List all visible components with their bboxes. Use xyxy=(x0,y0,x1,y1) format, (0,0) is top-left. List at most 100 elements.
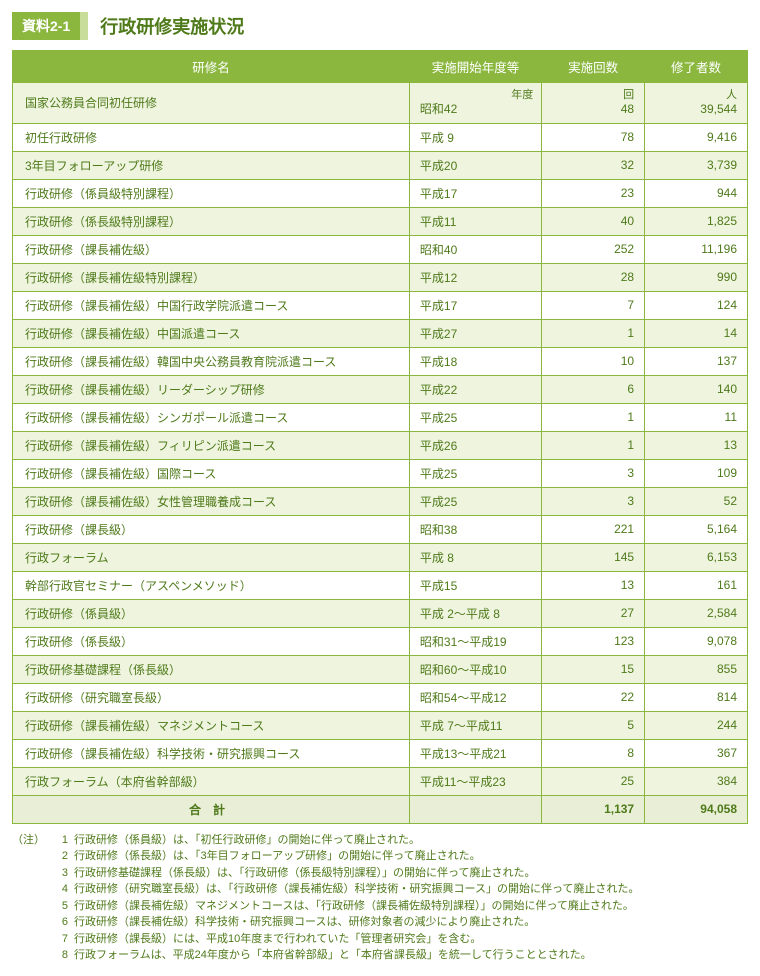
document-header: 資料2-1 行政研修実施状況 xyxy=(12,12,748,40)
footnote-text: 行政研修（係員級）は、「初任行政研修」の開始に伴って廃止された。 xyxy=(74,832,420,849)
footnote-text: 行政研修（係長級）は、「3年目フォローアップ研修」の開始に伴って廃止された。 xyxy=(74,848,481,865)
table-row: 行政研修（研究職室長級）昭和54～平成1222814 xyxy=(13,683,748,711)
footnotes: （注）1行政研修（係員級）は、「初任行政研修」の開始に伴って廃止された。2行政研… xyxy=(12,832,748,964)
table-row: 行政研修（課長補佐級）リーダーシップ研修平成226140 xyxy=(13,375,748,403)
table-row: 初任行政研修平成 9789,416 xyxy=(13,123,748,151)
cell-year: 平成 8 xyxy=(409,543,541,571)
footnote-index: 5 xyxy=(52,898,68,915)
cell-year: 平成25 xyxy=(409,459,541,487)
table-row: 行政研修（課長級）昭和382215,164 xyxy=(13,515,748,543)
cell-name: 行政研修（課長補佐級）韓国中央公務員教育院派遣コース xyxy=(13,347,410,375)
cell-count: 27 xyxy=(542,599,645,627)
document-title: 行政研修実施状況 xyxy=(100,13,244,39)
cell-name: 行政フォーラム xyxy=(13,543,410,571)
table-row: 行政研修（係員級特別課程）平成1723944 xyxy=(13,179,748,207)
cell-count: 32 xyxy=(542,151,645,179)
cell-count: 78 xyxy=(542,123,645,151)
cell-year: 平成 2～平成 8 xyxy=(409,599,541,627)
cell-count: 13 xyxy=(542,571,645,599)
cell-year: 平成 9 xyxy=(409,123,541,151)
cell-count: 3 xyxy=(542,459,645,487)
cell-count: 3 xyxy=(542,487,645,515)
cell-name: 行政研修（係員級） xyxy=(13,599,410,627)
footnote-item: 7行政研修（課長級）には、平成10年度まで行われていた「管理者研究会」を含む。 xyxy=(12,931,748,948)
col-name: 研修名 xyxy=(13,51,410,83)
table-row: 行政研修（課長補佐級）シンガポール派遣コース平成25111 xyxy=(13,403,748,431)
cell-grad: 9,078 xyxy=(645,627,748,655)
cell-grad: 124 xyxy=(645,291,748,319)
cell-grad: 109 xyxy=(645,459,748,487)
table-row: 行政フォーラム平成 81456,153 xyxy=(13,543,748,571)
table-row: 行政研修（課長補佐級）中国派遣コース平成27114 xyxy=(13,319,748,347)
footnote-lead xyxy=(12,931,52,948)
cell-year: 昭和54～平成12 xyxy=(409,683,541,711)
footnote-item: 6行政研修（課長補佐級）科学技術・研究振興コースは、研修対象者の減少により廃止さ… xyxy=(12,914,748,931)
cell-grad: 6,153 xyxy=(645,543,748,571)
footnote-index: 2 xyxy=(52,848,68,865)
table-row: 行政研修（課長補佐級）マネジメントコース平成 7～平成115244 xyxy=(13,711,748,739)
table-row: 行政研修（係員級）平成 2～平成 8272,584 xyxy=(13,599,748,627)
cell-year: 平成25 xyxy=(409,487,541,515)
cell-count: 145 xyxy=(542,543,645,571)
cell-year: 年度昭和42 xyxy=(409,83,541,124)
cell-year: 平成17 xyxy=(409,179,541,207)
cell-count: 1 xyxy=(542,319,645,347)
cell-count: 28 xyxy=(542,263,645,291)
footnote-lead xyxy=(12,898,52,915)
footnote-item: 2 行政研修（係長級）は、「3年目フォローアップ研修」の開始に伴って廃止された。 xyxy=(12,848,748,865)
cell-name: 初任行政研修 xyxy=(13,123,410,151)
footnote-index: 4 xyxy=(52,881,68,898)
cell-grad: 855 xyxy=(645,655,748,683)
table-row: 行政研修（課長補佐級）韓国中央公務員教育院派遣コース平成1810137 xyxy=(13,347,748,375)
cell-grad: 990 xyxy=(645,263,748,291)
total-label: 合計 xyxy=(13,795,410,823)
cell-name: 行政研修（係員級特別課程） xyxy=(13,179,410,207)
table-header-row: 研修名 実施開始年度等 実施回数 修了者数 xyxy=(13,51,748,83)
cell-grad: 14 xyxy=(645,319,748,347)
cell-count: 10 xyxy=(542,347,645,375)
table-row: 行政研修（課長補佐級）中国行政学院派遣コース平成177124 xyxy=(13,291,748,319)
cell-grad: 814 xyxy=(645,683,748,711)
cell-year: 平成18 xyxy=(409,347,541,375)
table-row: 行政研修（係長級）昭和31～平成191239,078 xyxy=(13,627,748,655)
cell-year: 平成 7～平成11 xyxy=(409,711,541,739)
table-row: 行政研修（課長補佐級）女性管理職養成コース平成25352 xyxy=(13,487,748,515)
cell-count: 22 xyxy=(542,683,645,711)
footnote-lead xyxy=(12,881,52,898)
cell-name: 国家公務員合同初任研修 xyxy=(13,83,410,124)
cell-name: 3年目フォローアップ研修 xyxy=(13,151,410,179)
cell-year: 平成22 xyxy=(409,375,541,403)
cell-name: 幹部行政官セミナー（アスペンメソッド） xyxy=(13,571,410,599)
cell-year: 平成11～平成23 xyxy=(409,767,541,795)
cell-name: 行政研修（課長補佐級）マネジメントコース xyxy=(13,711,410,739)
cell-name: 行政研修（課長級） xyxy=(13,515,410,543)
cell-grad: 11 xyxy=(645,403,748,431)
table-row: 行政研修基礎課程（係長級）昭和60～平成1015855 xyxy=(13,655,748,683)
footnote-item: 4 行政研修（研究職室長級）は、「行政研修（課長補佐級）科学技術・研究振興コース」… xyxy=(12,881,748,898)
cell-name: 行政研修（係長級） xyxy=(13,627,410,655)
table-row: 行政研修（課長補佐級）フィリピン派遣コース平成26113 xyxy=(13,431,748,459)
cell-grad: 367 xyxy=(645,739,748,767)
cell-grad: 人39,544 xyxy=(645,83,748,124)
footnote-text: 行政研修（課長補佐級）マネジメントコースは、「行政研修（課長補佐級特別課程）」の… xyxy=(74,898,634,915)
cell-name: 行政研修（研究職室長級） xyxy=(13,683,410,711)
cell-name: 行政研修基礎課程（係長級） xyxy=(13,655,410,683)
cell-count: 7 xyxy=(542,291,645,319)
total-count: 1,137 xyxy=(542,795,645,823)
cell-count: 1 xyxy=(542,403,645,431)
cell-year: 平成13～平成21 xyxy=(409,739,541,767)
cell-grad: 5,164 xyxy=(645,515,748,543)
footnote-index: 8 xyxy=(52,947,68,964)
cell-year: 平成20 xyxy=(409,151,541,179)
cell-count: 252 xyxy=(542,235,645,263)
cell-count: 1 xyxy=(542,431,645,459)
col-grad: 修了者数 xyxy=(645,51,748,83)
footnote-text: 行政研修（課長級）には、平成10年度まで行われていた「管理者研究会」を含む。 xyxy=(74,931,481,948)
cell-count: 8 xyxy=(542,739,645,767)
cell-year: 昭和31～平成19 xyxy=(409,627,541,655)
table-row: 行政研修（課長補佐級）国際コース平成253109 xyxy=(13,459,748,487)
footnote-text: 行政研修基礎課程（係長級）は、「行政研修（係長級特別課程）」の開始に伴って廃止さ… xyxy=(74,865,535,882)
table-row: 行政フォーラム（本府省幹部級）平成11～平成2325384 xyxy=(13,767,748,795)
footnote-text: 行政研修（研究職室長級）は、「行政研修（課長補佐級）科学技術・研究振興コース」の… xyxy=(74,881,639,898)
cell-name: 行政研修（課長補佐級）中国行政学院派遣コース xyxy=(13,291,410,319)
